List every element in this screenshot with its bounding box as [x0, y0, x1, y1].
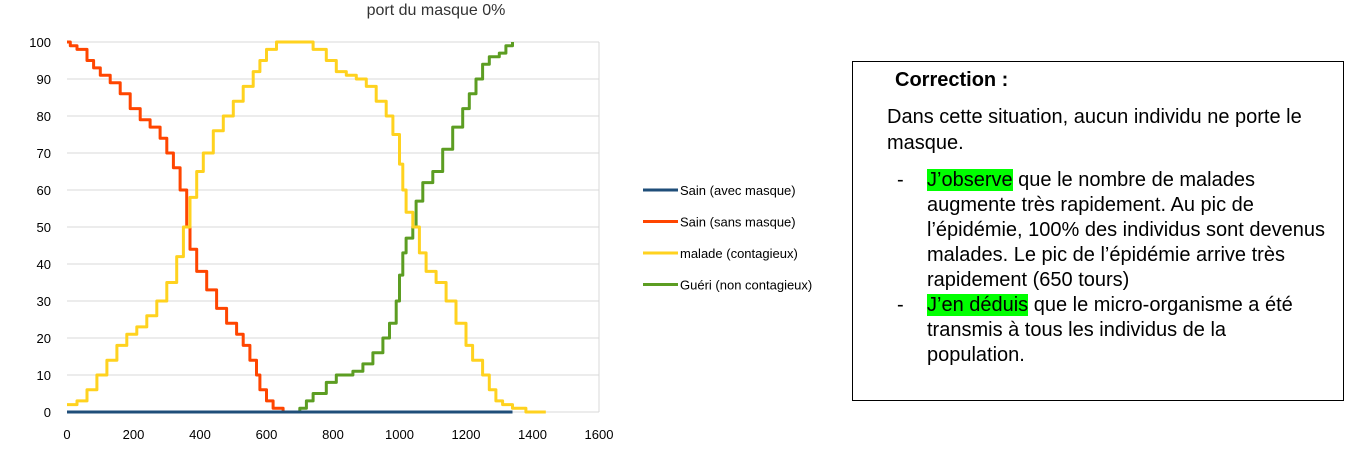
y-tick-label: 30 — [37, 294, 51, 309]
bullet-observe-text: que le nombre de malades augmente très r… — [927, 169, 1326, 291]
legend-label-0: Sain (avec masque) — [680, 183, 796, 198]
y-tick-label: 80 — [37, 109, 51, 124]
y-tick-label: 10 — [37, 368, 51, 383]
grid-lines — [67, 41, 600, 413]
correction-intro: Dans cette situation, aucun individu ne … — [887, 106, 1302, 154]
series-line-1 — [67, 40, 513, 414]
x-tick-label: 1400 — [518, 427, 547, 442]
x-tick-label: 200 — [123, 427, 145, 442]
x-tick-label: 0 — [63, 427, 70, 442]
correction-title: Correction : — [895, 69, 1009, 91]
x-tick-label: 1200 — [452, 427, 481, 442]
legend: Sain (avec masque) Sain (sans masque) mala… — [643, 183, 812, 293]
y-tick-label: 20 — [37, 331, 51, 346]
x-tick-label: 800 — [322, 427, 344, 442]
bullet-observe: - J’observe que le nombre de malades aug… — [887, 168, 1329, 293]
series-line-3 — [67, 42, 514, 414]
bullet-dash: - — [897, 294, 904, 316]
chart-title: port du masque 0% — [367, 2, 506, 19]
x-tick-label: 400 — [189, 427, 211, 442]
bullet-dash: - — [897, 169, 904, 191]
y-tick-label: 90 — [37, 72, 51, 87]
y-tick-label: 100 — [29, 35, 51, 50]
y-tick-label: 60 — [37, 183, 51, 198]
x-tick-label: 1000 — [385, 427, 414, 442]
highlight-observe: J’observe — [927, 169, 1013, 191]
highlight-deduce: J’en déduis — [927, 294, 1029, 316]
bullet-text: J’en déduis que le micro-organisme a été… — [927, 293, 1329, 368]
legend-label-3: Guéri (non contagieux) — [680, 278, 812, 293]
x-tick-label: 600 — [256, 427, 278, 442]
y-tick-label: 70 — [37, 146, 51, 161]
y-tick-label: 0 — [44, 405, 51, 420]
correction-box: Correction : Dans cette situation, aucun… — [852, 61, 1344, 401]
series-lines — [67, 40, 546, 414]
x-tick-label: 1600 — [585, 427, 614, 442]
series-line-2 — [67, 40, 546, 414]
bullet-deduce-text: que le micro-organisme a été transmis à … — [927, 294, 1293, 366]
legend-label-1: Sain (sans masque) — [680, 215, 796, 230]
y-tick-label: 50 — [37, 220, 51, 235]
bullet-text: J’observe que le nombre de malades augme… — [927, 168, 1329, 293]
line-chart: port du masque 0% 0 10 20 30 40 50 60 70 80 90 100… — [29, 2, 812, 442]
legend-label-2: malade (contagieux) — [680, 246, 798, 261]
bullet-deduce: - J’en déduis que le micro-organisme a é… — [887, 293, 1329, 368]
y-tick-label: 40 — [37, 257, 51, 272]
